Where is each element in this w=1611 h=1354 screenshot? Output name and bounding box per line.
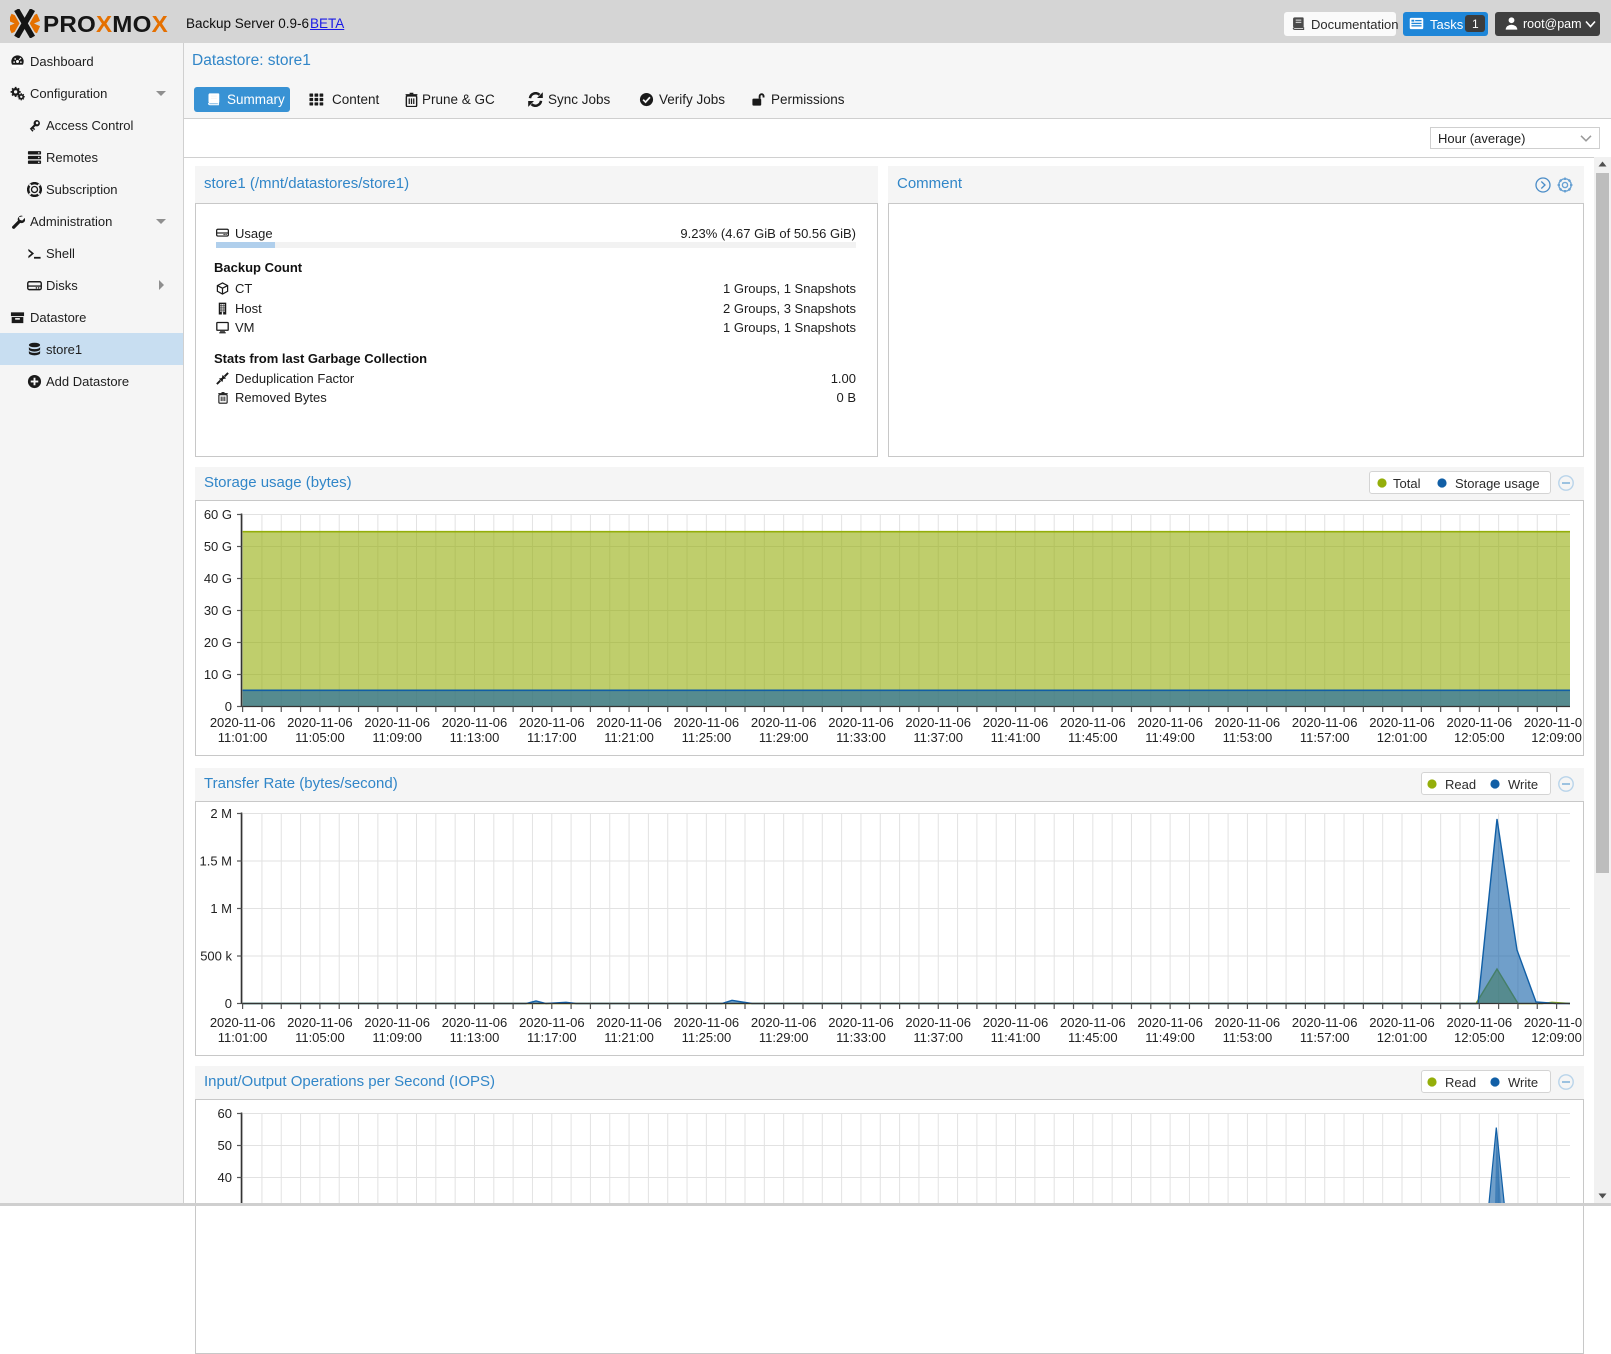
svg-text:2020-11-06: 2020-11-06 [442,715,508,730]
svg-text:2020-11-06: 2020-11-06 [828,715,894,730]
svg-text:2020-11-06: 2020-11-06 [287,1015,353,1030]
svg-text:2020-11-06: 2020-11-06 [1060,1015,1126,1030]
svg-text:2020-11-06: 2020-11-06 [210,715,276,730]
svg-text:2020-11-06: 2020-11-06 [442,1015,508,1030]
svg-text:11:29:00: 11:29:00 [759,730,809,745]
svg-text:2020-11-06: 2020-11-06 [1447,715,1513,730]
svg-text:11:37:00: 11:37:00 [913,1030,963,1045]
svg-text:2020-11-06: 2020-11-06 [519,715,585,730]
svg-text:11:37:00: 11:37:00 [913,730,963,745]
svg-text:0: 0 [225,996,232,1011]
svg-text:2020-11-06: 2020-11-06 [828,1015,894,1030]
svg-text:2020-11-06: 2020-11-06 [1292,1015,1358,1030]
svg-text:2020-11-06: 2020-11-06 [1292,715,1358,730]
svg-text:11:57:00: 11:57:00 [1300,1030,1350,1045]
svg-text:2020-11-06: 2020-11-06 [983,1015,1049,1030]
svg-text:2020-11-06: 2020-11-06 [905,1015,971,1030]
svg-text:11:45:00: 11:45:00 [1068,730,1118,745]
svg-text:12:09:00: 12:09:00 [1531,1030,1582,1045]
svg-text:2020-11-06: 2020-11-06 [1369,715,1435,730]
svg-text:11:21:00: 11:21:00 [604,730,654,745]
svg-text:12:01:00: 12:01:00 [1377,730,1428,745]
svg-text:2020-11-06: 2020-11-06 [364,1015,430,1030]
svg-text:2020-11-06: 2020-11-06 [596,1015,662,1030]
svg-text:2020-11-06: 2020-11-06 [1215,715,1281,730]
svg-text:2020-11-06: 2020-11-06 [905,715,971,730]
svg-text:2020-11-06: 2020-11-06 [751,715,817,730]
svg-text:2020-11-06: 2020-11-06 [983,715,1049,730]
svg-text:2020-11-06: 2020-11-06 [596,715,662,730]
svg-text:2020-11-06: 2020-11-06 [1060,715,1126,730]
svg-text:11:25:00: 11:25:00 [682,730,732,745]
svg-text:50 G: 50 G [204,539,232,554]
svg-text:10 G: 10 G [204,667,232,682]
svg-text:12:09:00: 12:09:00 [1531,730,1582,745]
svg-text:11:17:00: 11:17:00 [527,1030,577,1045]
svg-text:11:09:00: 11:09:00 [372,1030,422,1045]
svg-text:11:13:00: 11:13:00 [450,730,500,745]
svg-text:11:01:00: 11:01:00 [218,730,268,745]
svg-text:2020-11-06: 2020-11-06 [674,715,740,730]
svg-text:12:05:00: 12:05:00 [1454,730,1505,745]
svg-text:11:33:00: 11:33:00 [836,1030,886,1045]
svg-text:2020-11-06: 2020-11-06 [1447,1015,1513,1030]
svg-text:1 M: 1 M [210,901,232,916]
svg-text:11:49:00: 11:49:00 [1145,730,1195,745]
svg-text:30 G: 30 G [204,603,232,618]
svg-text:11:17:00: 11:17:00 [527,730,577,745]
svg-text:60 G: 60 G [204,507,232,522]
svg-text:11:41:00: 11:41:00 [991,1030,1041,1045]
svg-text:12:05:00: 12:05:00 [1454,1030,1505,1045]
svg-text:2020-11-06: 2020-11-06 [210,1015,276,1030]
svg-text:2020-11-06: 2020-11-06 [1137,715,1203,730]
svg-text:2020-11-06: 2020-11-06 [287,715,353,730]
svg-text:11:53:00: 11:53:00 [1223,730,1273,745]
svg-text:11:53:00: 11:53:00 [1223,1030,1273,1045]
svg-text:11:29:00: 11:29:00 [759,1030,809,1045]
svg-text:11:57:00: 11:57:00 [1300,730,1350,745]
svg-text:40 G: 40 G [204,571,232,586]
svg-text:2020-11-06: 2020-11-06 [1137,1015,1203,1030]
svg-text:60: 60 [218,1106,232,1121]
svg-text:11:05:00: 11:05:00 [295,730,345,745]
svg-text:2 M: 2 M [210,806,232,821]
svg-text:500 k: 500 k [200,949,232,964]
svg-text:11:13:00: 11:13:00 [450,1030,500,1045]
svg-text:2020-11-06: 2020-11-06 [364,715,430,730]
svg-text:2020-11-06: 2020-11-06 [519,1015,585,1030]
svg-text:2020-11-06: 2020-11-06 [751,1015,817,1030]
svg-text:11:41:00: 11:41:00 [991,730,1041,745]
svg-text:2020-11-06: 2020-11-06 [674,1015,740,1030]
svg-text:40: 40 [218,1170,232,1185]
svg-text:11:33:00: 11:33:00 [836,730,886,745]
svg-text:0: 0 [225,699,232,714]
svg-text:11:05:00: 11:05:00 [295,1030,345,1045]
svg-text:2020-11-06: 2020-11-06 [1215,1015,1281,1030]
svg-text:20 G: 20 G [204,635,232,650]
svg-text:11:45:00: 11:45:00 [1068,1030,1118,1045]
svg-text:11:01:00: 11:01:00 [218,1030,268,1045]
svg-text:2020-11-06: 2020-11-06 [1524,715,1582,730]
svg-text:2020-11-06: 2020-11-06 [1369,1015,1435,1030]
svg-text:50: 50 [218,1138,232,1153]
svg-text:11:09:00: 11:09:00 [372,730,422,745]
svg-text:11:49:00: 11:49:00 [1145,1030,1195,1045]
svg-text:2020-11-06: 2020-11-06 [1524,1015,1582,1030]
svg-text:12:01:00: 12:01:00 [1377,1030,1428,1045]
svg-text:1.5 M: 1.5 M [199,854,232,869]
svg-text:11:25:00: 11:25:00 [682,1030,732,1045]
svg-text:11:21:00: 11:21:00 [604,1030,654,1045]
